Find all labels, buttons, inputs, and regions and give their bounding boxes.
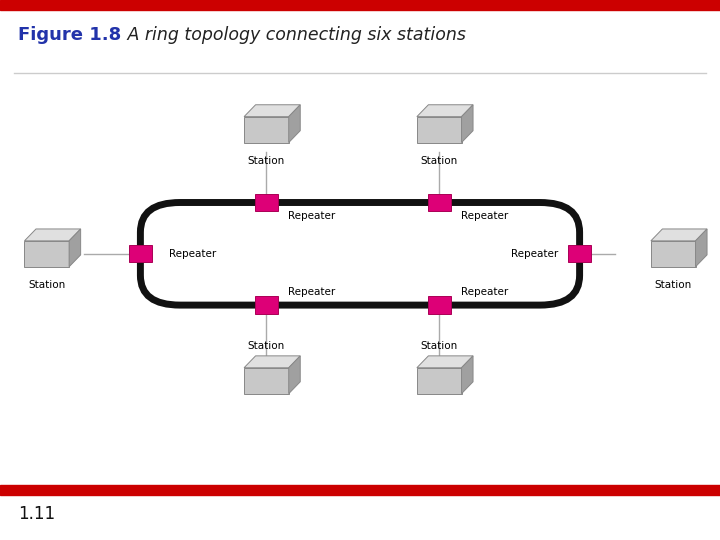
Polygon shape xyxy=(24,241,69,267)
Text: A ring topology connecting six stations: A ring topology connecting six stations xyxy=(122,26,467,44)
Polygon shape xyxy=(255,194,278,211)
Text: Repeater: Repeater xyxy=(510,249,558,259)
Polygon shape xyxy=(244,105,300,117)
Polygon shape xyxy=(428,194,451,211)
Polygon shape xyxy=(651,241,696,267)
Text: Station: Station xyxy=(654,280,692,290)
Bar xyxy=(0,485,720,495)
Text: Repeater: Repeater xyxy=(461,211,508,221)
Text: Figure 1.8: Figure 1.8 xyxy=(18,26,121,44)
Text: Repeater: Repeater xyxy=(288,211,336,221)
Polygon shape xyxy=(244,117,289,143)
Text: Repeater: Repeater xyxy=(461,287,508,296)
Polygon shape xyxy=(255,296,278,314)
Polygon shape xyxy=(417,117,462,143)
Polygon shape xyxy=(417,368,462,394)
Polygon shape xyxy=(568,245,591,262)
Text: Repeater: Repeater xyxy=(169,249,217,259)
Polygon shape xyxy=(651,229,707,241)
Polygon shape xyxy=(696,229,707,267)
Polygon shape xyxy=(69,229,81,267)
Text: Station: Station xyxy=(248,341,285,351)
Polygon shape xyxy=(289,356,300,394)
Polygon shape xyxy=(244,368,289,394)
Polygon shape xyxy=(417,356,473,368)
Polygon shape xyxy=(462,105,473,143)
Text: Station: Station xyxy=(420,341,458,351)
Polygon shape xyxy=(289,105,300,143)
Text: Station: Station xyxy=(420,156,458,166)
Polygon shape xyxy=(417,105,473,117)
Bar xyxy=(0,0,720,10)
Polygon shape xyxy=(462,356,473,394)
Polygon shape xyxy=(24,229,81,241)
Text: Repeater: Repeater xyxy=(288,287,336,296)
Text: Station: Station xyxy=(28,280,66,290)
Text: 1.11: 1.11 xyxy=(18,505,55,523)
Polygon shape xyxy=(129,245,152,262)
Text: Station: Station xyxy=(248,156,285,166)
Polygon shape xyxy=(428,296,451,314)
Polygon shape xyxy=(244,356,300,368)
